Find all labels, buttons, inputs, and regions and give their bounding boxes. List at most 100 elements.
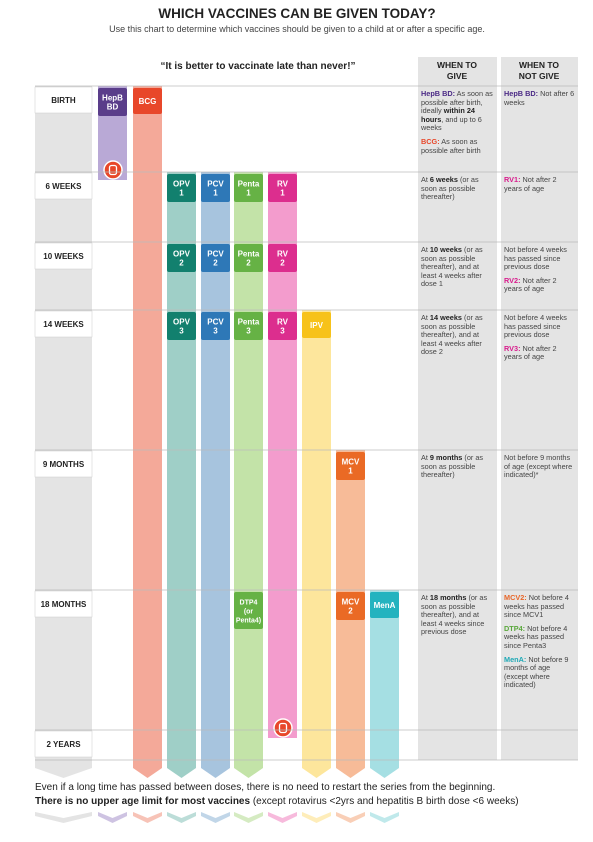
age-box (34, 590, 93, 618)
text: , and up to 6 weeks (421, 114, 482, 133)
vaccine-label: DTP4: (504, 623, 526, 633)
badge-label: 1 (348, 467, 353, 476)
paragraph: At 14 weeks (or as soon as possible ther… (421, 313, 495, 357)
paragraph: RV1: Not after 2 years of age (504, 175, 576, 193)
stop-hand (108, 164, 118, 176)
text: Not before 9 months of age (except where… (504, 654, 569, 690)
footer-line: There is no upper age limit for most vac… (35, 796, 519, 807)
vaccine-badge (234, 312, 263, 340)
bold-text: 14 weeks (429, 313, 462, 322)
title: WHICH VACCINES CAN BE GIVEN TODAY? (158, 6, 435, 21)
badge-label: MenA (374, 601, 396, 610)
chevron (336, 812, 365, 823)
not_give-cell: HepB BD: Not after 6 weeks (504, 89, 576, 112)
badge-label: 1 (179, 189, 184, 198)
header-not-give: NOT GIVE (519, 71, 560, 81)
age-label: 6 WEEKS (45, 182, 82, 191)
vaccine-badge (234, 174, 263, 202)
bold-text: 10 weeks (429, 245, 462, 254)
vaccine-label: MCV2: (504, 593, 527, 602)
text: (or as soon as possible thereafter), and… (421, 593, 488, 637)
age-label: 18 MONTHS (41, 600, 87, 609)
badge-label: 1 (246, 189, 251, 198)
vaccine-badge (234, 592, 263, 629)
badge-label: OPV (173, 318, 191, 327)
vaccine-label: HepB BD: (421, 89, 456, 98)
paragraph: RV3: Not after 2 years of age (504, 343, 576, 362)
text: (or as soon as possible thereafter) (421, 175, 479, 202)
vaccine-badge (370, 592, 399, 618)
vaccine-strip (133, 86, 162, 778)
badge-label: 3 (179, 327, 184, 336)
badge-label: (or (244, 609, 254, 616)
age-box (34, 242, 93, 270)
age-label: BIRTH (51, 96, 76, 105)
vaccine-label: RV2: (504, 275, 521, 285)
text: Not after 6 weeks (504, 89, 575, 107)
vaccine-badge (167, 312, 196, 340)
paragraph: Not before 4 weeks has passed since prev… (504, 245, 576, 272)
vaccine-label: RV3: (504, 343, 521, 353)
bold-text: 6 weeks (429, 175, 458, 184)
badge-label: Penta4) (236, 618, 261, 625)
bold-text: within 24 hours (421, 106, 475, 124)
age-box (34, 86, 93, 114)
vaccine-label: RV1: (504, 175, 521, 184)
vaccine-badge (167, 174, 196, 202)
vaccine-badge (201, 174, 230, 202)
badge-label: PCV (207, 318, 224, 327)
badge-label: HepB (102, 94, 123, 103)
header-give: GIVE (447, 71, 468, 81)
paragraph: HepB BD: Not after 6 weeks (504, 89, 576, 107)
vaccine-label: HepB BD: (504, 89, 539, 98)
text: Not before 4 weeks has passed since prev… (504, 313, 567, 340)
text: (or as soon as possible thereafter) (421, 453, 484, 480)
text: Not after 2 years of age (504, 275, 557, 294)
badge-label: MCV (342, 598, 360, 607)
badge-label: RV (277, 318, 289, 327)
badge-label: Penta (238, 180, 260, 189)
vaccine-badge (201, 244, 230, 272)
badge-label: Penta (238, 318, 260, 327)
paragraph: Not before 4 weeks has passed since prev… (504, 313, 576, 340)
age-label: 9 MONTHS (43, 460, 85, 469)
paragraph: At 18 months (or as soon as possible the… (421, 593, 495, 637)
age-box (34, 450, 93, 478)
text: As soon as possible after birth (421, 136, 481, 155)
give-cell: At 9 months (or as soon as possible ther… (421, 453, 495, 485)
badge-label: PCV (207, 180, 224, 189)
badge-label: RV (277, 250, 289, 259)
text: Not after 2 years of age (504, 175, 557, 193)
footer-line: Even if a long time has passed between d… (35, 782, 496, 793)
age-label: 14 WEEKS (43, 320, 84, 329)
stop-icon (273, 718, 293, 738)
badge-label: 2 (280, 259, 285, 268)
chevron (370, 812, 399, 823)
text: At (421, 313, 430, 322)
header-not-give: WHEN TO (519, 60, 559, 70)
vaccine-badge (302, 312, 331, 338)
vaccine-badge (336, 452, 365, 480)
age-label: 2 YEARS (46, 740, 81, 749)
vaccine-badge (234, 244, 263, 272)
chevron (201, 812, 230, 823)
vaccine-badge (201, 312, 230, 340)
badge-label: 2 (179, 259, 184, 268)
chevron (234, 812, 263, 823)
vaccine-badge (268, 312, 297, 340)
not_give-cell: RV1: Not after 2 years of age (504, 175, 576, 198)
vaccine-badge (268, 244, 297, 272)
vaccine-badge (268, 174, 297, 202)
vaccine-label: MenA: (504, 654, 527, 664)
give-column (418, 57, 497, 760)
age-label: 10 WEEKS (43, 252, 84, 261)
badge-label: Penta (238, 250, 260, 259)
chevron (98, 812, 127, 823)
vaccine-strip (302, 310, 331, 778)
paragraph: At 9 months (or as soon as possible ther… (421, 453, 495, 480)
paragraph: MCV2: Not before 4 weeks has passed sinc… (504, 593, 576, 620)
badge-label: RV (277, 180, 289, 189)
badge-label: MCV (342, 458, 360, 467)
